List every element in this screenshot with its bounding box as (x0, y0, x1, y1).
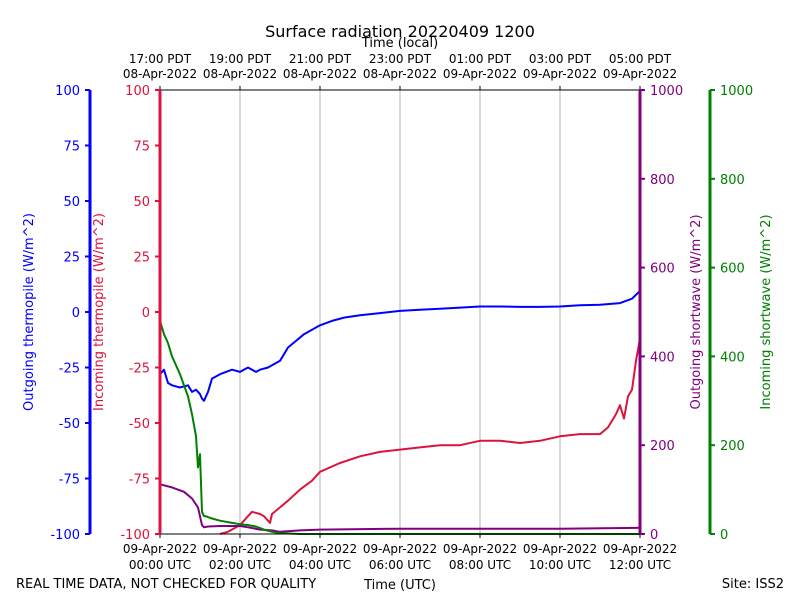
tick-label-incoming-shortwave: 200 (720, 439, 745, 454)
tick-label-incoming-thermopile: 50 (133, 195, 150, 210)
top-tick-date: 08-Apr-2022 (203, 67, 277, 81)
top-tick-time: 17:00 PDT (129, 52, 192, 66)
site-label: Site: ISS2 (722, 577, 784, 592)
tick-label-incoming-thermopile: 0 (142, 306, 150, 321)
top-tick-date: 08-Apr-2022 (123, 67, 197, 81)
tick-label-outgoing-thermopile: -50 (59, 417, 80, 432)
axis-label-outgoing-shortwave: Outgoing shortwave (W/m^2) (689, 214, 704, 409)
top-tick-time: 19:00 PDT (209, 52, 272, 66)
bottom-tick-time: 10:00 UTC (529, 558, 591, 572)
tick-label-outgoing-shortwave: 400 (650, 350, 675, 365)
gridlines (239, 90, 561, 534)
bottom-tick-date: 09-Apr-2022 (123, 542, 197, 556)
bottom-tick-date: 09-Apr-2022 (283, 542, 357, 556)
bottom-tick-time: 06:00 UTC (369, 558, 431, 572)
tick-label-incoming-thermopile: -75 (129, 473, 150, 488)
bottom-tick-time: 02:00 UTC (209, 558, 271, 572)
bottom-tick-date: 09-Apr-2022 (203, 542, 277, 556)
top-tick-date: 09-Apr-2022 (523, 67, 597, 81)
bottom-tick-time: 04:00 UTC (289, 558, 351, 572)
tick-label-outgoing-thermopile: 50 (63, 195, 80, 210)
quality-disclaimer: REAL TIME DATA, NOT CHECKED FOR QUALITY (16, 577, 316, 592)
bottom-tick-date: 09-Apr-2022 (363, 542, 437, 556)
top-tick-date: 08-Apr-2022 (283, 67, 357, 81)
tick-label-incoming-thermopile: 25 (133, 251, 150, 266)
tick-label-incoming-thermopile: 100 (125, 84, 150, 99)
tick-label-outgoing-shortwave: 800 (650, 173, 675, 188)
bottom-tick-time: 12:00 UTC (609, 558, 671, 572)
top-tick-date: 09-Apr-2022 (443, 67, 517, 81)
tick-label-outgoing-thermopile: 25 (63, 251, 80, 266)
bottom-tick-date: 09-Apr-2022 (443, 542, 517, 556)
tick-label-outgoing-thermopile: -25 (59, 362, 80, 377)
tick-label-outgoing-thermopile: 100 (55, 84, 80, 99)
top-tick-date: 09-Apr-2022 (603, 67, 677, 81)
tick-label-outgoing-thermopile: 0 (72, 306, 80, 321)
bottom-tick-date: 09-Apr-2022 (523, 542, 597, 556)
series-line-incoming-thermopile (219, 338, 641, 535)
tick-label-incoming-thermopile: -50 (129, 417, 150, 432)
top-tick-time: 01:00 PDT (449, 52, 512, 66)
tick-label-outgoing-shortwave: 600 (650, 262, 675, 277)
top-tick-date: 08-Apr-2022 (363, 67, 437, 81)
series-line-outgoing-thermopile (159, 290, 641, 402)
axis-label-outgoing-thermopile: Outgoing thermopile (W/m^2) (22, 213, 37, 411)
bottom-tick-date: 09-Apr-2022 (603, 542, 677, 556)
bottom-axis-label: Time (UTC) (363, 578, 436, 593)
axes: 09-Apr-2022 00:00 UTC 09-Apr-2022 02:00 UTC… (22, 52, 774, 572)
top-tick-time: 03:00 PDT (529, 52, 592, 66)
top-tick-time: 23:00 PDT (369, 52, 432, 66)
tick-label-incoming-shortwave: 600 (720, 262, 745, 277)
tick-label-incoming-thermopile: -25 (129, 362, 150, 377)
top-tick-time: 05:00 PDT (609, 52, 672, 66)
tick-label-outgoing-thermopile: -75 (59, 473, 80, 488)
top-axis-label: Time (local) (361, 36, 438, 51)
top-tick-time: 21:00 PDT (289, 52, 352, 66)
tick-label-incoming-thermopile: -100 (120, 528, 150, 543)
tick-label-outgoing-thermopile: 75 (63, 140, 80, 155)
tick-label-outgoing-shortwave: 1000 (650, 84, 683, 99)
bottom-tick-time: 08:00 UTC (449, 558, 511, 572)
bottom-tick-time: 00:00 UTC (129, 558, 191, 572)
tick-label-outgoing-shortwave: 0 (650, 528, 658, 543)
tick-label-incoming-shortwave: 400 (720, 350, 745, 365)
tick-label-outgoing-shortwave: 200 (650, 439, 675, 454)
series-line-outgoing-shortwave (159, 483, 641, 533)
tick-label-outgoing-thermopile: -100 (50, 528, 80, 543)
tick-label-incoming-shortwave: 800 (720, 173, 745, 188)
axis-label-incoming-thermopile: Incoming thermopile (W/m^2) (92, 213, 107, 411)
tick-label-incoming-shortwave: 0 (720, 528, 728, 543)
tick-label-incoming-thermopile: 75 (133, 140, 150, 155)
tick-label-incoming-shortwave: 1000 (720, 84, 753, 99)
chart-title: Surface radiation 20220409 1200 (265, 22, 535, 41)
axis-label-incoming-shortwave: Incoming shortwave (W/m^2) (759, 214, 774, 409)
